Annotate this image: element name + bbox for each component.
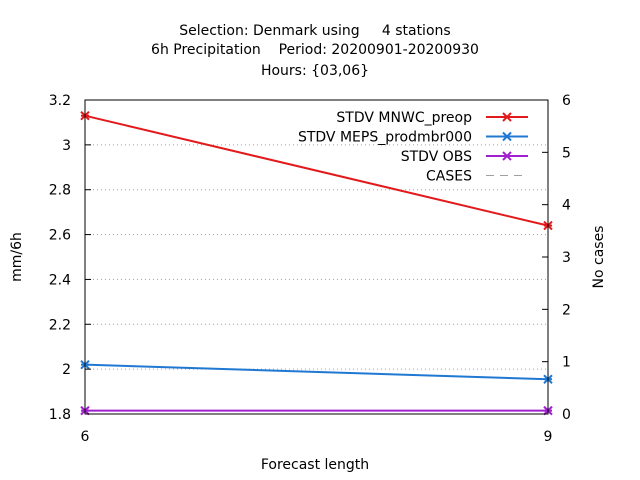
y-tick-label: 2.4	[49, 272, 71, 288]
title-line-1: Selection: Denmark using 4 stations	[179, 23, 450, 39]
y2-axis-label: No cases	[591, 226, 607, 289]
axes: 1.8 2 2.2 2.4 2.6 2.8 3 3.2 0 1 2 3 4 5 6 6 9	[49, 93, 571, 445]
y-tick-label: 3.2	[49, 93, 71, 109]
y2-tick-label: 3	[562, 250, 571, 266]
legend-marker	[502, 131, 512, 142]
legend-item: STDV MNWC_preop	[336, 110, 528, 126]
legend-marker	[502, 112, 512, 122]
legend-marker	[502, 151, 512, 161]
legend-label: STDV MEPS_prodmbr000	[298, 130, 472, 146]
y-tick-label: 2.6	[49, 228, 71, 244]
series-line-0	[84, 114, 549, 227]
legend-label: CASES	[426, 169, 472, 185]
chart-title: Selection: Denmark using 4 stations 6h P…	[151, 23, 479, 79]
y-axis-label: mm/6h	[9, 232, 25, 282]
x-axis-label: Forecast length	[261, 457, 369, 473]
legend-item: CASES	[426, 169, 528, 185]
y-tick-label: 2.2	[49, 317, 71, 333]
legend-label: STDV MNWC_preop	[336, 110, 472, 126]
grid	[85, 144, 548, 370]
y2-tick-label: 6	[562, 93, 571, 109]
series-layer	[80, 99, 553, 416]
legend-item: STDV MEPS_prodmbr000	[298, 130, 528, 146]
y2-tick-label: 2	[562, 302, 571, 318]
y2-tick-label: 5	[562, 145, 571, 161]
title-line-2: 6h Precipitation Period: 20200901-202009…	[151, 42, 479, 58]
legend: STDV MNWC_preop STDV MEPS_prodmbr000 STDV …	[298, 110, 528, 185]
x-tick-label: 9	[544, 429, 553, 445]
y2-tick-label: 4	[562, 198, 571, 214]
legend-item: STDV OBS	[401, 149, 528, 165]
title-line-3: Hours: {03,06}	[261, 63, 369, 79]
plot-frame	[84, 99, 549, 415]
x-tick-label: 6	[81, 429, 90, 445]
y-tick-label: 2	[62, 362, 71, 378]
y-tick-label: 1.8	[49, 407, 71, 423]
y2-tick-label: 1	[562, 355, 571, 371]
y-tick-label: 3	[62, 138, 71, 154]
y2-tick-label: 0	[562, 407, 571, 423]
legend-label: STDV OBS	[401, 149, 472, 165]
y-tick-label: 2.8	[49, 183, 71, 199]
series-line-1	[84, 363, 549, 381]
